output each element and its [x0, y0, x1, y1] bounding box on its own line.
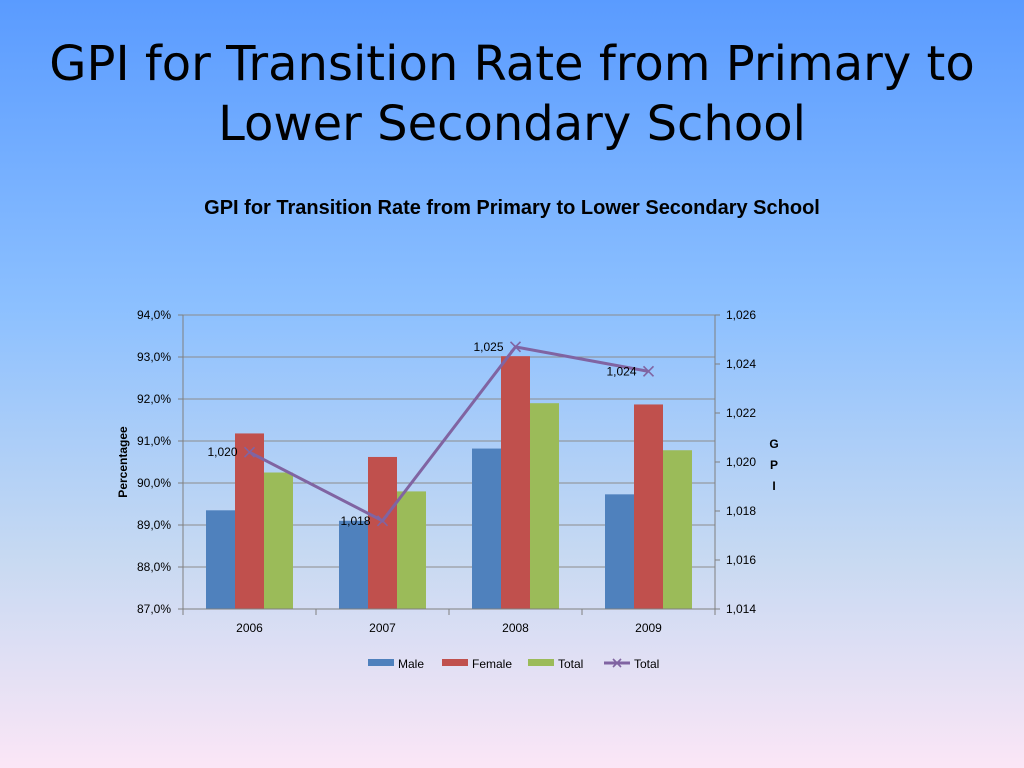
- y-tick-label: 90,0%: [137, 476, 171, 490]
- legend-swatch: [528, 659, 554, 666]
- x-tick-label: 2009: [635, 621, 662, 635]
- bar-male-2009: [605, 494, 634, 609]
- y-tick-label: 92,0%: [137, 392, 171, 406]
- bar-female-2007: [368, 456, 397, 609]
- gpi-marker: [376, 515, 389, 527]
- y2-axis-title-letter: G: [769, 437, 778, 451]
- gpi-data-label: 1,018: [340, 514, 370, 528]
- y2-tick-label: 1,016: [726, 553, 756, 567]
- bar-female-2006: [235, 433, 264, 609]
- y2-tick-label: 1,026: [726, 308, 756, 322]
- bar-total-2006: [264, 472, 293, 609]
- gpi-data-label: 1,024: [606, 364, 636, 378]
- slide-title-line-2: Lower Secondary School: [218, 96, 806, 152]
- gpi-marker: [243, 446, 256, 458]
- y-tick-label: 89,0%: [137, 518, 171, 532]
- y2-tick-label: 1,018: [726, 504, 756, 518]
- legend: Male Female Total Total: [368, 657, 659, 671]
- y2-axis-title-letter: P: [770, 458, 778, 472]
- slide-title: GPI for Transition Rate from Primary to …: [40, 34, 984, 154]
- y-tick-label: 91,0%: [137, 434, 171, 448]
- bar-series: [206, 356, 692, 609]
- chart-title: GPI for Transition Rate from Primary to …: [204, 197, 820, 219]
- y-tick-label: 93,0%: [137, 350, 171, 364]
- y2-tick-label: 1,022: [726, 406, 756, 420]
- y-tick-label: 87,0%: [137, 602, 171, 616]
- y2-tick-label: 1,020: [726, 455, 756, 469]
- tick-labels: 94,0% 93,0% 92,0% 91,0% 90,0% 89,0% 88,0% 87,0%…: [116, 308, 779, 635]
- y2-axis-title-letter: I: [772, 479, 775, 493]
- axes: [178, 314, 720, 615]
- y2-tick-label: 1,014: [726, 602, 756, 616]
- y2-tick-label: 1,024: [726, 357, 756, 371]
- legend-label: Female: [472, 657, 512, 671]
- gpi-data-label: 1,020: [207, 445, 237, 459]
- slide-title-line-1: GPI for Transition Rate from Primary to: [49, 36, 975, 92]
- gpi-line: [248, 345, 649, 523]
- bar-female-2008: [501, 356, 530, 609]
- bar-total-2009: [663, 450, 692, 609]
- bar-female-2009: [634, 404, 663, 609]
- bar-male-2006: [206, 510, 235, 609]
- gpi-marker: [509, 341, 522, 353]
- bar-male-2007: [339, 520, 368, 609]
- gpi-marker: [642, 365, 655, 377]
- bar-male-2008: [472, 448, 501, 609]
- gpi-data-label: 1,025: [473, 340, 503, 354]
- y-tick-label: 88,0%: [137, 560, 171, 574]
- y-axis-title: Percentagee: [116, 426, 130, 498]
- x-tick-label: 2006: [236, 621, 263, 635]
- y-tick-label: 94,0%: [137, 308, 171, 322]
- bar-total-2007: [397, 491, 426, 609]
- legend-label: Male: [398, 657, 424, 671]
- line-series: 1,020 1,018 1,025 1,024: [207, 340, 655, 528]
- x-tick-label: 2008: [502, 621, 529, 635]
- legend-swatch: [442, 659, 468, 666]
- bar-total-2008: [530, 403, 559, 609]
- x-tick-label: 2007: [369, 621, 396, 635]
- legend-marker: [612, 658, 622, 668]
- legend-label: Total: [634, 657, 659, 671]
- legend-swatch: [368, 659, 394, 666]
- legend-label: Total: [558, 657, 583, 671]
